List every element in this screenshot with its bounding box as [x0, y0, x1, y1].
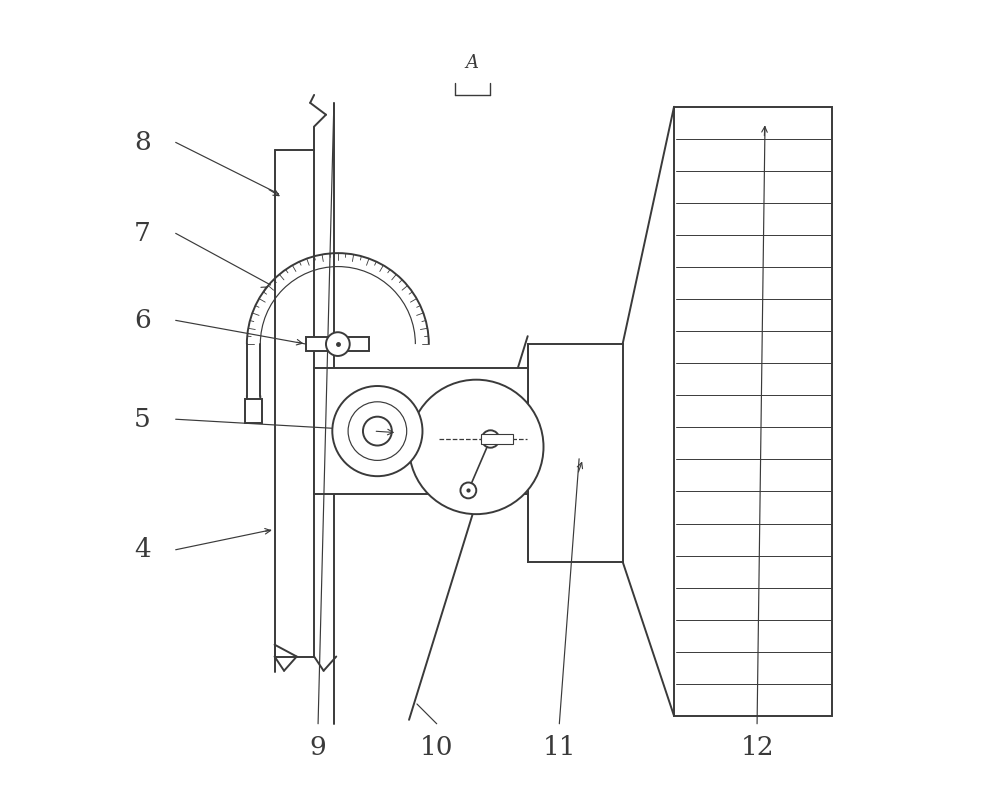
- Circle shape: [409, 380, 544, 514]
- Text: 6: 6: [134, 308, 151, 333]
- Circle shape: [460, 483, 476, 498]
- Text: 11: 11: [543, 735, 576, 760]
- Bar: [528, 344, 623, 562]
- Circle shape: [332, 386, 422, 476]
- Text: 10: 10: [420, 735, 453, 760]
- Bar: [314, 368, 528, 494]
- Bar: [481, 434, 513, 444]
- Bar: [306, 337, 369, 351]
- Text: A: A: [466, 55, 479, 72]
- Text: 8: 8: [134, 130, 151, 155]
- Circle shape: [363, 417, 392, 445]
- Bar: [674, 107, 832, 716]
- Text: 9: 9: [310, 735, 326, 760]
- Text: 4: 4: [134, 537, 151, 562]
- Bar: [245, 399, 262, 423]
- Text: 7: 7: [134, 221, 151, 246]
- Circle shape: [482, 430, 499, 448]
- Circle shape: [326, 332, 350, 356]
- Text: 5: 5: [134, 407, 151, 432]
- Text: 12: 12: [740, 735, 774, 760]
- Circle shape: [348, 402, 407, 460]
